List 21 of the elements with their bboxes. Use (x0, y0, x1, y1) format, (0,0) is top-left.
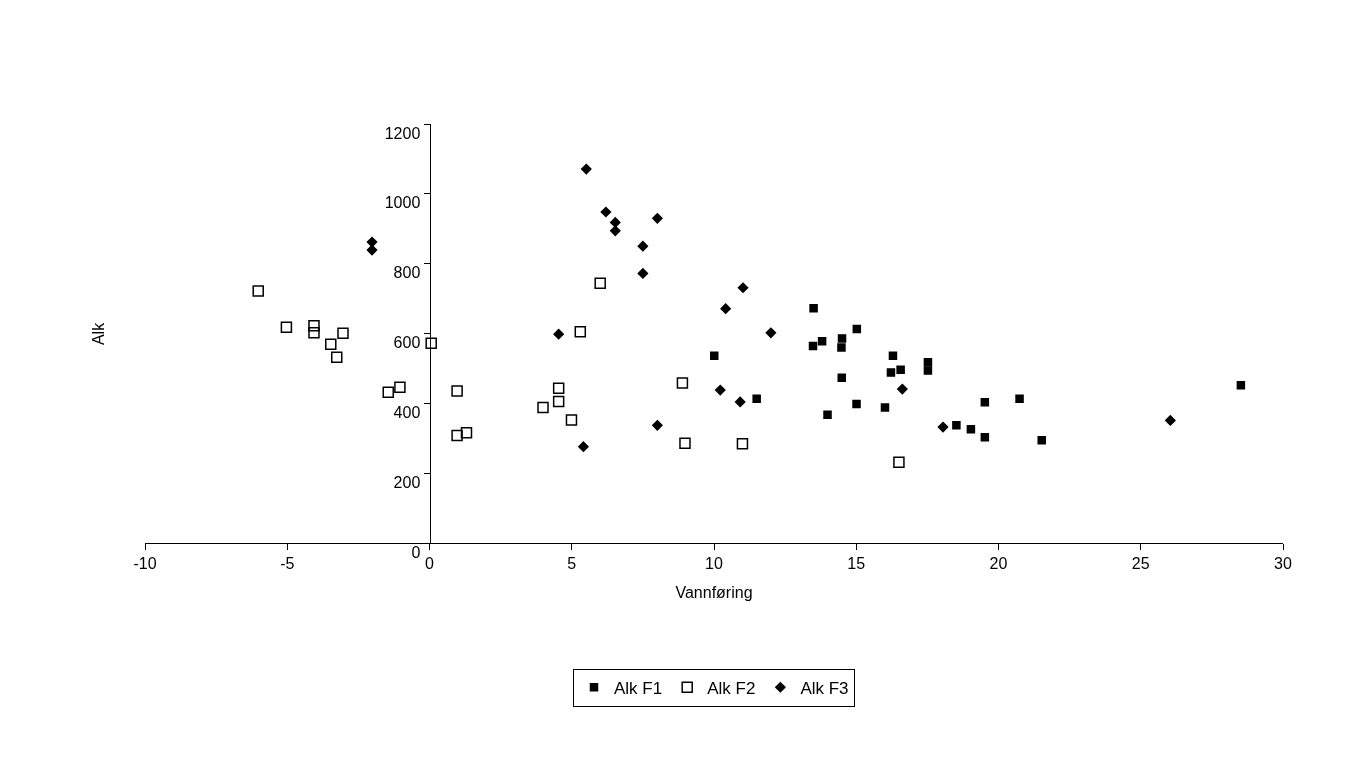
x-tick-label: -10 (133, 555, 157, 573)
x-tick-label: 10 (705, 555, 723, 573)
y-tick-label: 800 (393, 264, 421, 282)
y-tick-label: 400 (393, 403, 421, 421)
y-tick-label: 200 (393, 473, 421, 491)
legend-label: Alk F3 (800, 678, 849, 698)
x-tick-label: 5 (567, 555, 577, 573)
x-tick-label: -5 (280, 555, 295, 573)
x-tick-label: 15 (847, 555, 866, 573)
legend-label: Alk F1 (614, 678, 663, 698)
y-tick-label: 1200 (384, 124, 421, 142)
x-axis-title: Vannføring (675, 583, 753, 601)
x-tick-label: 30 (1274, 555, 1292, 573)
x-tick-label: 0 (425, 555, 435, 573)
x-tick-label: 20 (989, 555, 1008, 573)
legend-label: Alk F2 (707, 678, 756, 698)
y-tick-label: 600 (393, 334, 421, 352)
y-tick-label: 0 (411, 543, 421, 561)
y-tick-label: 1000 (384, 194, 421, 212)
y-axis-title: Alk (90, 321, 108, 346)
x-tick-label: 25 (1131, 555, 1150, 573)
